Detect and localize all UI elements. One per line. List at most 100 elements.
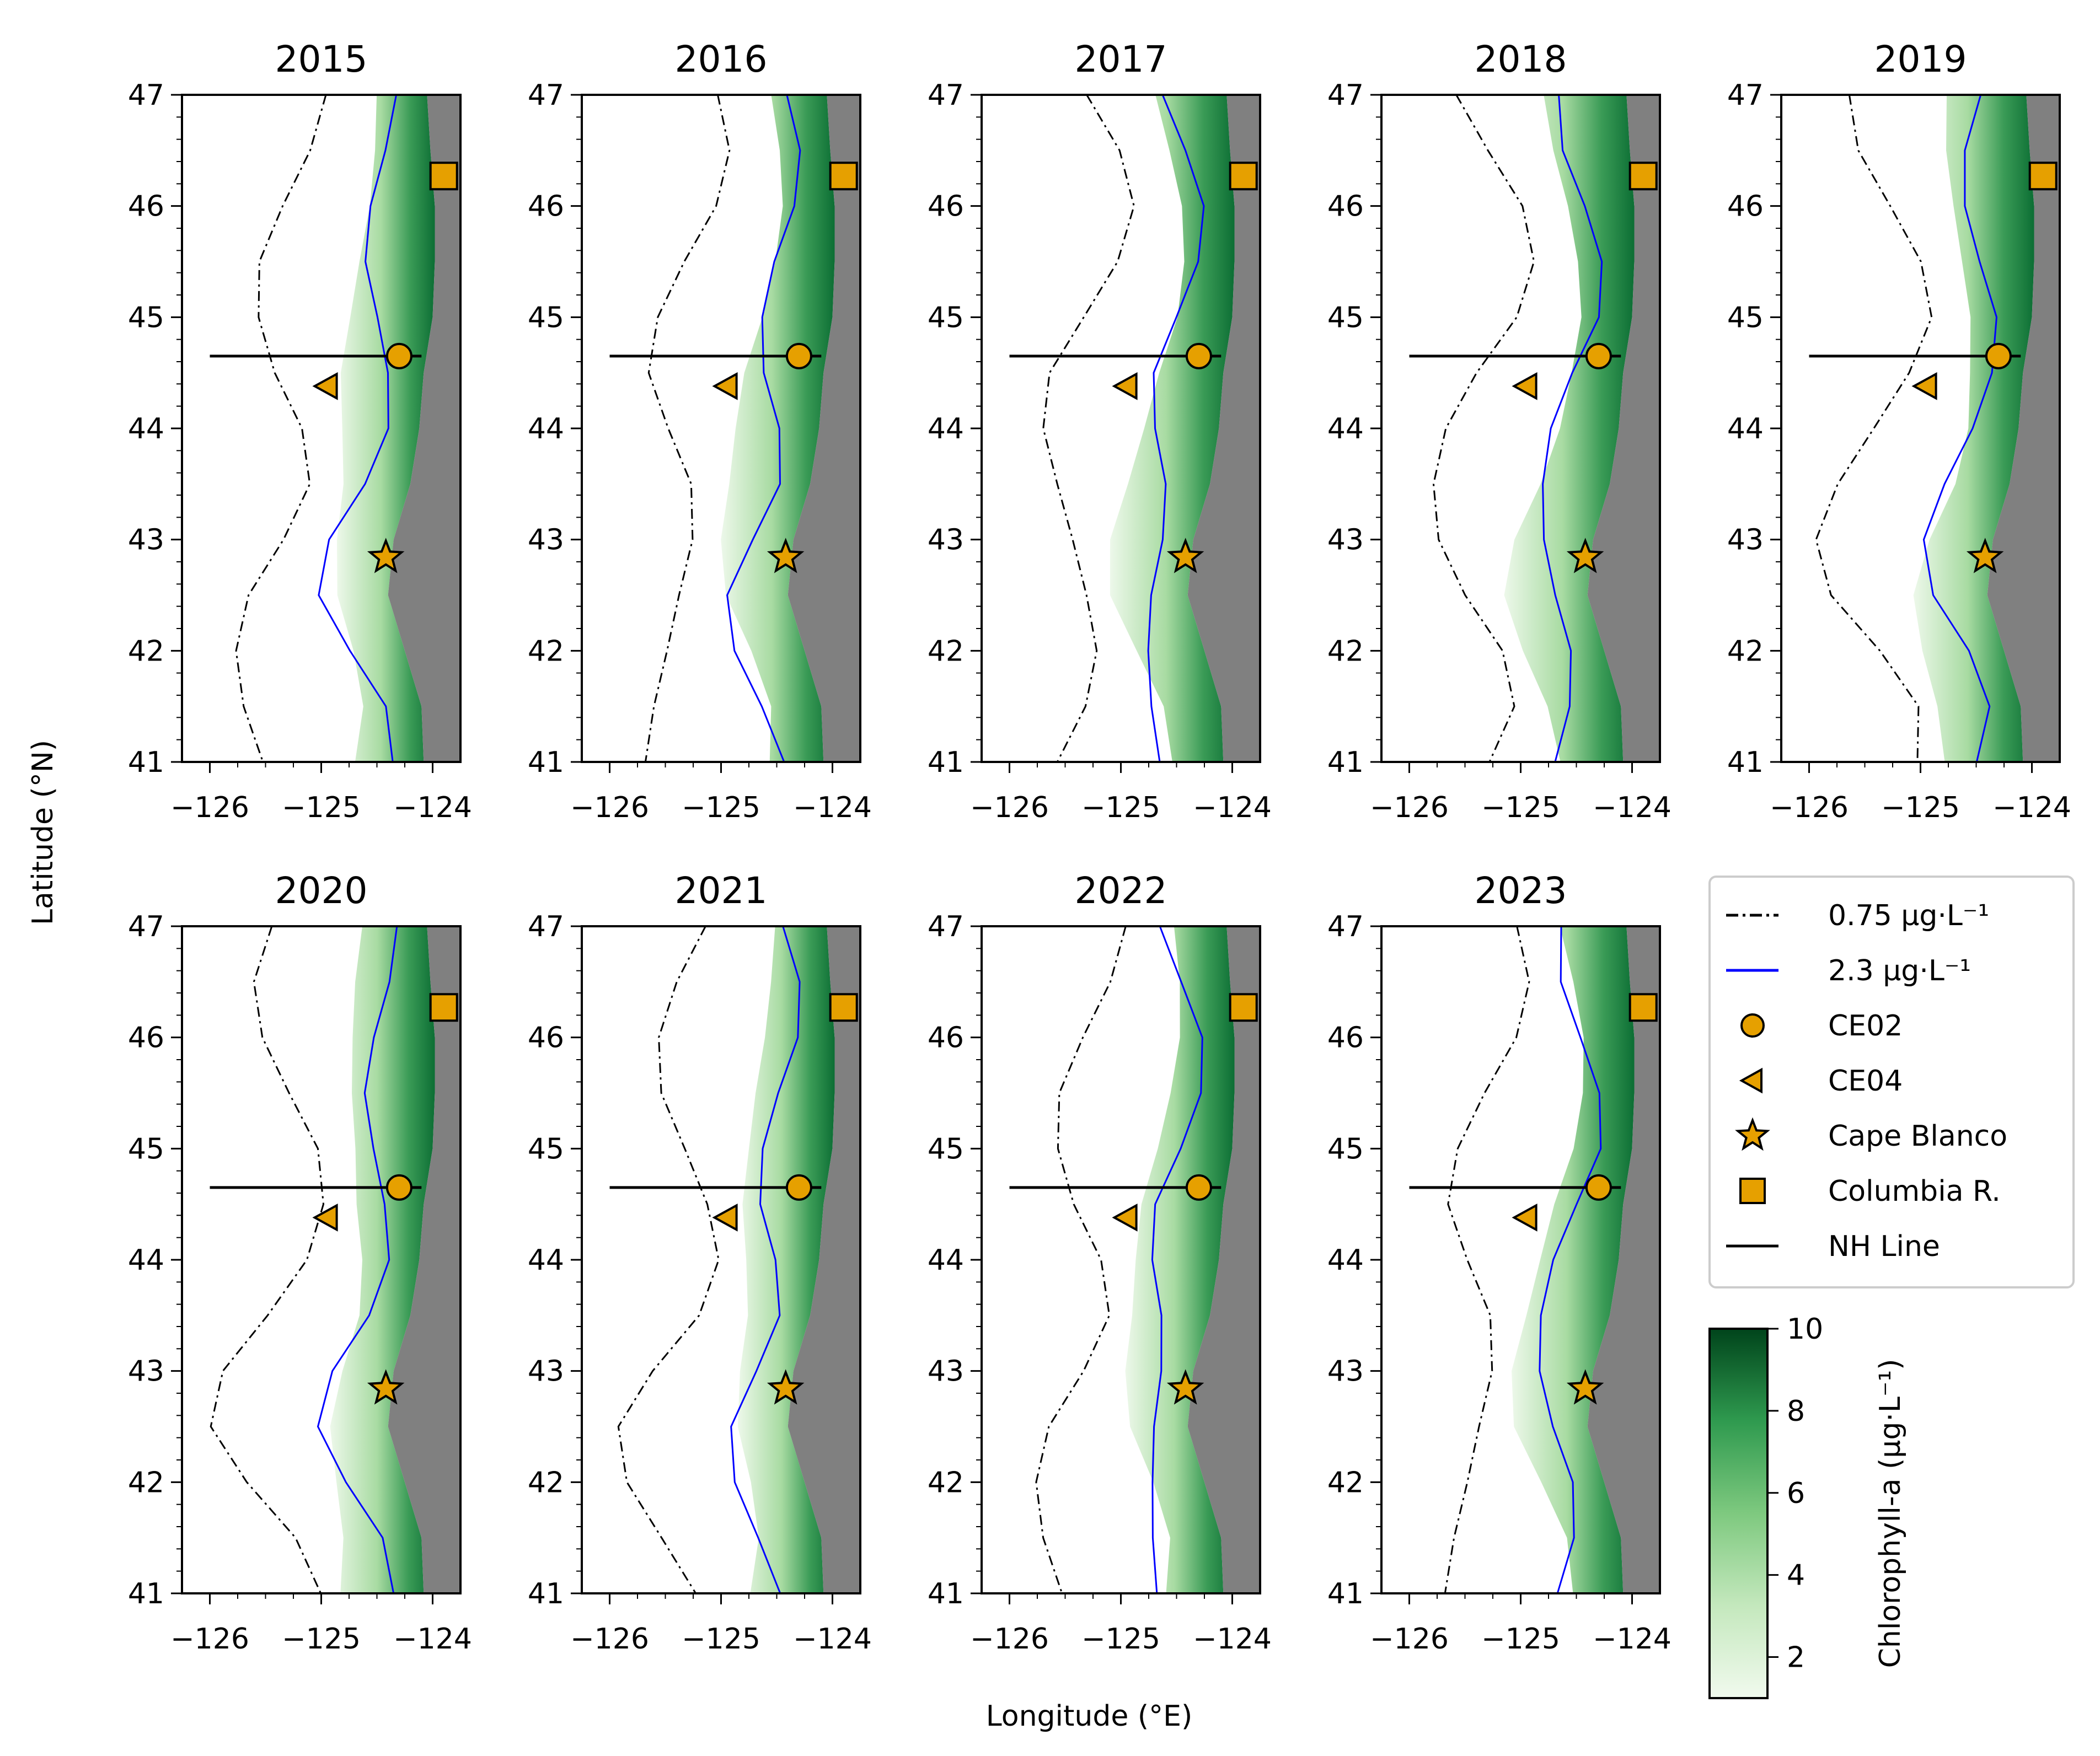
x-tick-label: −124: [1593, 791, 1672, 824]
y-tick-label: 41: [528, 746, 564, 779]
contour-2-3: [1539, 926, 1602, 1593]
x-tick-label: −124: [393, 1623, 472, 1656]
panel-title: 2021: [675, 869, 768, 912]
cape-blanco-marker: [1566, 538, 1604, 573]
y-tick-label: 46: [1727, 190, 1764, 223]
ce02-marker: [785, 1174, 812, 1201]
contour-2-3: [1147, 95, 1205, 762]
ce04-marker: [1512, 1203, 1538, 1232]
y-tick-label: 44: [1327, 1244, 1364, 1277]
legend-label: Columbia R.: [1828, 1175, 2001, 1208]
legend-label: Cape Blanco: [1828, 1120, 2007, 1153]
x-tick-label: −125: [1881, 791, 1960, 824]
land-mask: [1987, 95, 2060, 762]
cape-blanco-marker: [1166, 538, 1204, 573]
y-tick-label: 41: [128, 1577, 164, 1610]
legend-label: 2.3 μg·L⁻¹: [1828, 954, 1971, 987]
contour-2-3: [730, 926, 801, 1593]
ce04-marker: [1512, 372, 1538, 400]
land-mask: [1187, 926, 1260, 1593]
colorbar-tick-label: 8: [1787, 1395, 1805, 1428]
contour-0-75: [1035, 926, 1127, 1593]
x-tick-label: −126: [170, 791, 249, 824]
contour-2-3: [317, 926, 398, 1593]
star-marker-icon: [1735, 1117, 1770, 1151]
x-tick-label: −124: [1193, 791, 1272, 824]
x-axis-label: Longitude (°E): [986, 1700, 1193, 1733]
x-tick-label: −125: [682, 791, 760, 824]
y-tick-label: 46: [1327, 190, 1364, 223]
x-tick-label: −125: [1481, 1623, 1560, 1656]
y-tick-label: 42: [128, 635, 164, 668]
contour-2-3: [1151, 926, 1203, 1593]
cape-blanco-marker: [1966, 538, 2004, 573]
y-tick-label: 41: [528, 1577, 564, 1610]
y-tick-label: 44: [128, 412, 164, 445]
map-panel: 2019 41 42 43 44 45 46 47 −126 −125 −124: [1727, 38, 2071, 824]
chlorophyll-field: [721, 95, 835, 762]
map-panel: 2017 41 42 43 44 45 46 47 −126 −125 −124: [928, 38, 1272, 824]
x-tick-label: −126: [970, 791, 1049, 824]
colorbar-gradient: [1708, 1328, 1769, 1699]
x-tick-label: −125: [1481, 791, 1560, 824]
y-tick-label: 44: [928, 412, 964, 445]
chlorophyll-field: [1913, 95, 2034, 762]
y-tick-label: 46: [128, 190, 164, 223]
y-tick-label: 47: [1327, 910, 1364, 943]
ce02-marker: [1585, 342, 1612, 369]
x-tick-label: −124: [393, 791, 472, 824]
y-tick-label: 42: [928, 1466, 964, 1499]
x-tick-label: −126: [170, 1623, 249, 1656]
colorbar-tick-label: 4: [1787, 1559, 1805, 1592]
map-panel: 2018 41 42 43 44 45 46 47 −126 −125 −124: [1327, 38, 1672, 824]
y-tick-label: 47: [1327, 79, 1364, 112]
y-tick-label: 47: [528, 79, 564, 112]
legend-frame: [1708, 876, 2075, 1288]
ce02-marker: [785, 342, 812, 369]
columbia-river-marker: [1628, 162, 1658, 191]
y-tick-label: 45: [1327, 301, 1364, 334]
columbia-river-marker: [1229, 993, 1258, 1022]
legend-label: NH Line: [1828, 1230, 1940, 1263]
legend-label: 0.75 μg·L⁻¹: [1828, 899, 1989, 932]
legend-item: 2.3 μg·L⁻¹: [1726, 954, 1971, 987]
triangle-marker-icon: [1739, 1067, 1763, 1094]
columbia-river-marker: [829, 162, 858, 191]
contour-2-3: [726, 95, 801, 762]
panel-title: 2017: [1075, 38, 1167, 80]
map-panel: 2015 41 42 43 44 45 46 47 −126 −125 −124: [128, 38, 472, 824]
columbia-river-marker: [1628, 993, 1658, 1022]
cape-blanco-marker: [367, 1369, 405, 1405]
y-tick-label: 43: [128, 524, 164, 557]
y-tick-label: 47: [528, 910, 564, 943]
y-tick-label: 42: [528, 635, 564, 668]
cape-blanco-marker: [1566, 1369, 1604, 1405]
x-tick-label: −125: [1081, 1623, 1160, 1656]
columbia-river-marker: [829, 993, 858, 1022]
y-tick-label: 43: [928, 1355, 964, 1388]
y-tick-label: 43: [128, 1355, 164, 1388]
legend-item: NH Line: [1726, 1230, 1940, 1263]
y-tick-label: 45: [1327, 1132, 1364, 1166]
land-mask: [388, 926, 460, 1593]
ce04-marker: [1911, 372, 1937, 400]
y-tick-label: 46: [1327, 1022, 1364, 1055]
x-tick-label: −126: [570, 1623, 649, 1656]
panel-title: 2016: [675, 38, 768, 80]
ce02-marker: [1185, 1174, 1212, 1201]
contour-0-75: [1432, 95, 1535, 762]
y-tick-label: 43: [528, 1355, 564, 1388]
map-panel: 2023 41 42 43 44 45 46 47 −126 −125 −124: [1327, 869, 1672, 1656]
x-tick-label: −124: [793, 1623, 872, 1656]
y-tick-label: 41: [1327, 1577, 1364, 1610]
map-panel: 2021 41 42 43 44 45 46 47 −126 −125 −124: [528, 869, 872, 1656]
legend-item: CE04: [1739, 1065, 1903, 1098]
ce02-marker: [1585, 1174, 1612, 1201]
chlorophyll-field: [1125, 926, 1235, 1593]
y-tick-label: 44: [528, 1244, 564, 1277]
y-tick-label: 43: [528, 524, 564, 557]
contour-0-75: [1444, 926, 1530, 1593]
chlorophyll-field: [1512, 926, 1635, 1593]
panel-title: 2023: [1475, 869, 1567, 912]
legend-item: CE02: [1740, 1009, 1903, 1043]
